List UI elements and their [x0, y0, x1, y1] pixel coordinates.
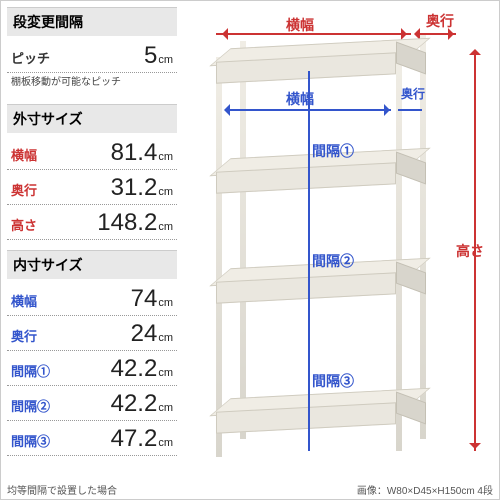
outer-unit-0: cm: [158, 151, 173, 163]
arrowhead-dr: [448, 28, 460, 40]
pitch-note: 棚板移動が可能なピッチ: [7, 73, 177, 94]
outer-row-1: 奥行 31.2cm: [7, 170, 177, 205]
outer-label-2: 高さ: [11, 215, 37, 234]
inner-unit-3: cm: [158, 402, 173, 414]
inner-aw-r: [384, 104, 396, 116]
post-front-left: [216, 57, 222, 457]
gap2-label: 間隔②: [312, 251, 354, 271]
inner-row-4: 間隔③ 47.2cm: [7, 421, 177, 456]
inner-value-4: 47.2: [111, 425, 158, 453]
outer-row-0: 横幅 81.4cm: [7, 135, 177, 170]
arrowhead-ht: [469, 43, 481, 55]
inner-depth-label: 奥行: [401, 85, 425, 102]
gap1-label: 間隔①: [312, 141, 354, 161]
image-caption: 画像：W80×D45×H150cm 4段: [357, 482, 493, 497]
pitch-title: 段変更間隔: [7, 7, 177, 36]
arrowhead-l: [216, 28, 228, 40]
inner-value-2: 42.2: [111, 355, 158, 383]
gap3-label: 間隔③: [312, 371, 354, 391]
pitch-value: 5: [144, 42, 157, 70]
inner-vertical: [308, 71, 310, 451]
outer-unit-1: cm: [158, 186, 173, 198]
inner-value-0: 74: [131, 285, 158, 313]
outer-unit-2: cm: [158, 221, 173, 233]
inner-unit-1: cm: [158, 332, 173, 344]
outer-label-0: 横幅: [11, 145, 37, 164]
inner-value-1: 24: [131, 320, 158, 348]
inner-label-3: 間隔②: [11, 396, 50, 415]
inner-unit-2: cm: [158, 367, 173, 379]
inner-row-2: 間隔① 42.2cm: [7, 351, 177, 386]
inner-unit-4: cm: [158, 437, 173, 449]
pitch-unit: cm: [158, 54, 173, 66]
inner-label-4: 間隔③: [11, 431, 50, 450]
arrowhead-hb: [469, 443, 481, 455]
footer-note: 均等間隔で設置した場合: [7, 482, 117, 497]
outer-value-0: 81.4: [111, 139, 158, 167]
outer-width-arrow: [216, 33, 411, 35]
inner-row-1: 奥行 24cm: [7, 316, 177, 351]
inner-unit-0: cm: [158, 297, 173, 309]
post-rear-left: [240, 41, 246, 439]
outer-height-label: 高さ: [456, 241, 484, 261]
outer-row-2: 高さ 148.2cm: [7, 205, 177, 240]
outer-label-1: 奥行: [11, 180, 37, 199]
inner-title: 内寸サイズ: [7, 250, 177, 279]
inner-label-1: 奥行: [11, 326, 37, 345]
inner-value-3: 42.2: [111, 390, 158, 418]
inner-row-3: 間隔② 42.2cm: [7, 386, 177, 421]
outer-title: 外寸サイズ: [7, 104, 177, 133]
outer-width-label: 横幅: [286, 15, 314, 35]
inner-row-0: 横幅 74cm: [7, 281, 177, 316]
pitch-label: ピッチ: [11, 48, 50, 67]
outer-value-1: 31.2: [111, 174, 158, 202]
inner-aw-l: [218, 104, 230, 116]
outer-value-2: 148.2: [97, 209, 157, 237]
inner-depth-arrow: [398, 109, 422, 111]
pitch-row: ピッチ 5 cm: [7, 38, 177, 73]
inner-label-2: 間隔①: [11, 361, 50, 380]
inner-label-0: 横幅: [11, 291, 37, 310]
